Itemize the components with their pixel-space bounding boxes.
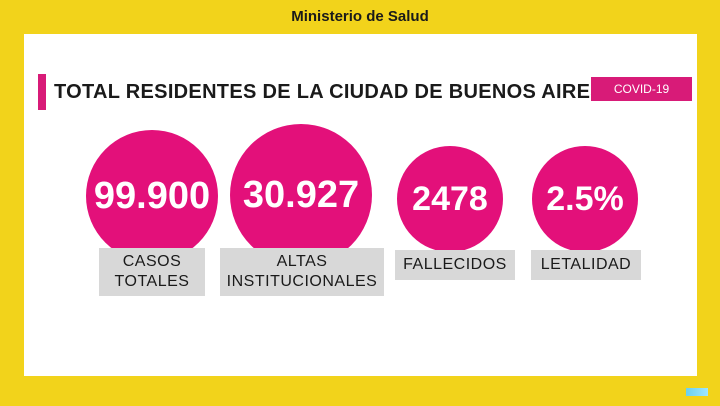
stat-label-letalidad: LETALIDAD	[531, 250, 641, 280]
stat-label-fallecidos: FALLECIDOS	[395, 250, 515, 280]
stat-label-altas-institucionales: ALTAS INSTITUCIONALES	[220, 248, 384, 296]
stat-circle-altas-institucionales: 30.927	[230, 124, 372, 266]
stat-label-line2: INSTITUCIONALES	[226, 273, 378, 290]
header-title: Ministerio de Salud	[291, 7, 429, 25]
stat-label-line1: ALTAS	[276, 253, 328, 270]
stat-value-altas-institucionales: 30.927	[242, 173, 360, 216]
broadcast-corner-logo	[686, 388, 708, 396]
stat-value-casos-totales: 99.900	[93, 174, 211, 217]
stat-value-letalidad: 2.5%	[546, 179, 624, 218]
stat-label-line1: FALLECIDOS	[403, 256, 507, 273]
stat-circle-casos-totales: 99.900	[86, 130, 218, 262]
stat-circle-letalidad: 2.5%	[532, 146, 638, 252]
panel-title: TOTAL RESIDENTES DE LA CIUDAD DE BUENOS …	[54, 81, 604, 103]
stat-label-line2: TOTALES	[114, 273, 190, 290]
title-accent-bar	[38, 74, 46, 110]
stat-circle-fallecidos: 2478	[397, 146, 503, 252]
stat-label-casos-totales: CASOS TOTALES	[99, 248, 205, 296]
header: Ministerio de Salud	[0, 0, 720, 32]
content-panel: TOTAL RESIDENTES DE LA CIUDAD DE BUENOS …	[24, 34, 697, 376]
covid-badge: COVID-19	[591, 77, 692, 101]
stat-label-line1: CASOS	[122, 253, 182, 270]
stat-label-line1: LETALIDAD	[540, 256, 632, 273]
stat-value-fallecidos: 2478	[412, 179, 488, 218]
